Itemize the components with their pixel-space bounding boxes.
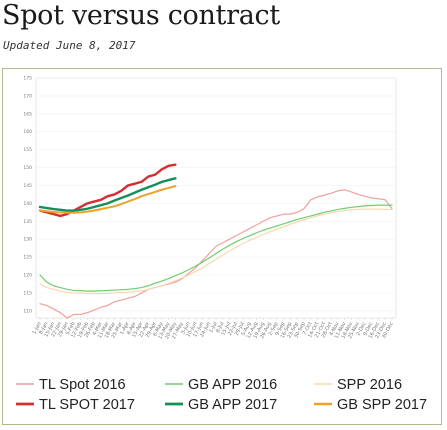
series-line-6 xyxy=(39,185,177,214)
legend-label: SPP 2016 xyxy=(337,377,402,393)
legend: TL Spot 2016 GB APP 2016 SPP 2016 TL SPOT 2… xyxy=(16,377,427,413)
series-line-3 xyxy=(39,204,393,292)
y-tick-label: 120 xyxy=(23,273,32,279)
y-tick-label: 115 xyxy=(23,290,32,296)
y-tick-label: 175 xyxy=(23,76,32,82)
y-tick-label: 170 xyxy=(23,93,32,99)
legend-label: GB SPP 2017 xyxy=(337,397,427,413)
y-axis-ticks: 110 115 120 125 130 135 140 145 150 155 160 165 170 1… xyxy=(23,76,32,315)
series-lines xyxy=(38,163,393,319)
plot-area xyxy=(35,77,397,319)
y-tick-label: 155 xyxy=(23,147,32,153)
series-line-4 xyxy=(38,177,177,212)
y-tick-label: 145 xyxy=(23,183,32,189)
y-tick-label: 135 xyxy=(23,219,32,225)
legend-label: GB APP 2017 xyxy=(188,397,277,413)
page-subtitle: Updated June 8, 2017 xyxy=(3,39,136,52)
x-tick-label: 5-Feb xyxy=(65,321,77,336)
legend-label: TL Spot 2016 xyxy=(39,377,126,393)
series-line-1 xyxy=(39,189,393,319)
y-tick-label: 140 xyxy=(23,201,32,207)
x-axis-ticks: 1-Jan8-Jan15-Jan22-Jan29-Jan5-Feb12-Feb1… xyxy=(31,318,395,340)
y-tick-label: 160 xyxy=(23,129,32,135)
y-tick-label: 165 xyxy=(23,111,32,117)
x-tick-label: 7-Oct xyxy=(302,321,314,336)
x-tick-label: 1-Jan xyxy=(31,321,42,335)
legend-label: GB APP 2016 xyxy=(188,377,277,393)
x-tick-label: 1-Jul xyxy=(208,321,219,334)
gridlines xyxy=(36,77,396,312)
series-line-5 xyxy=(39,208,393,295)
series-line-2 xyxy=(38,163,177,218)
y-tick-label: 130 xyxy=(23,237,32,243)
x-tick-label: 8-Jul xyxy=(215,321,226,334)
y-tick-label: 125 xyxy=(23,255,32,261)
x-tick-label: 8-Jan xyxy=(38,321,49,335)
x-tick-label: 3-Jun xyxy=(180,321,191,335)
page-title: Spot versus contract xyxy=(2,0,280,31)
y-tick-label: 110 xyxy=(23,308,32,314)
legend-label: TL SPOT 2017 xyxy=(39,397,135,413)
y-tick-label: 150 xyxy=(23,165,32,171)
